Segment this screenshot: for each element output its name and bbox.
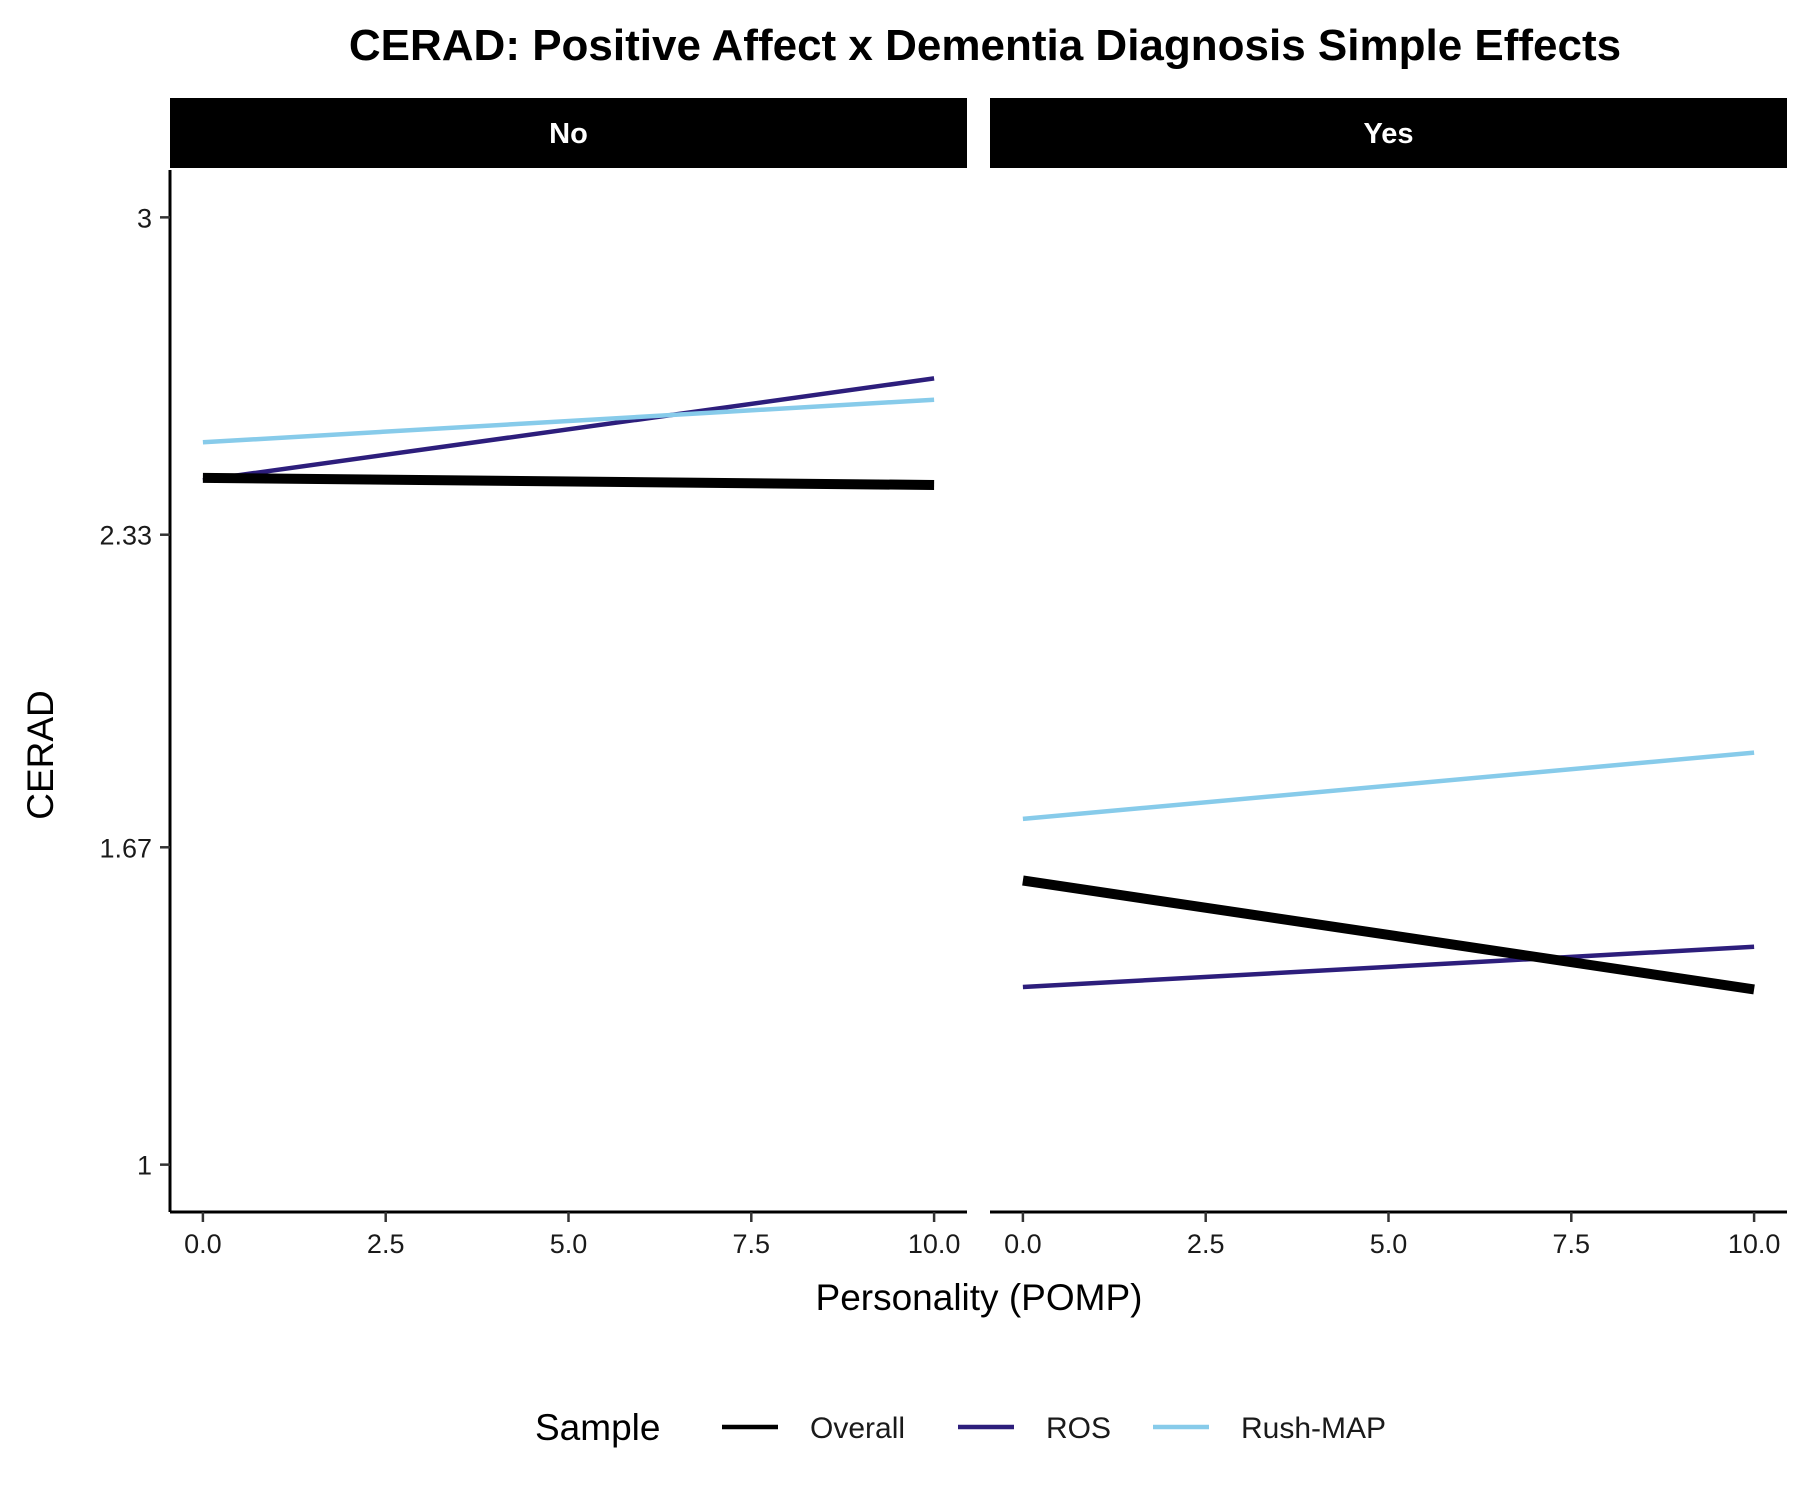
legend: Sample Overall ROS Rush-MAP <box>535 1407 1386 1448</box>
series-line-rush-map-yes <box>1022 750 1755 822</box>
x-tick-label: 2.5 <box>367 1229 405 1259</box>
legend-label-rush-map: Rush-MAP <box>1241 1412 1386 1445</box>
series-line-overall-yes <box>1022 875 1755 995</box>
facet-strip-label-no: No <box>549 118 588 150</box>
facet-strip-yes <box>990 98 1787 168</box>
series-line-ros-yes <box>1022 944 1755 990</box>
series-line-rush-map-no <box>202 397 935 445</box>
panel-no: No 0.0 2.5 5.0 7.5 10.0 1 1.67 2.33 3 <box>99 98 967 1259</box>
x-tick-label: 10.0 <box>908 1229 961 1259</box>
facet-strip-label-yes: Yes <box>1364 118 1414 150</box>
x-tick-label: 0.0 <box>1004 1229 1042 1259</box>
series-line-overall-no <box>202 472 935 490</box>
chart-title: CERAD: Positive Affect x Dementia Diagno… <box>349 21 1621 70</box>
y-tick-label: 1.67 <box>99 833 152 863</box>
x-tick-label: 7.5 <box>733 1229 771 1259</box>
x-tick-label: 5.0 <box>1370 1229 1408 1259</box>
panel-yes: Yes 0.0 2.5 5.0 7.5 10.0 <box>990 98 1787 1259</box>
panels: No 0.0 2.5 5.0 7.5 10.0 1 1.67 2.33 3 Yes 0.0 2.5 5.0… <box>99 98 1787 1259</box>
y-tick-label: 1 <box>137 1151 152 1181</box>
legend-label-overall: Overall <box>810 1412 905 1445</box>
facet-strip-no <box>170 98 967 168</box>
x-tick-label: 10.0 <box>1728 1229 1781 1259</box>
x-tick-label: 2.5 <box>1187 1229 1225 1259</box>
x-tick-label: 0.0 <box>184 1229 222 1259</box>
y-tick-label: 3 <box>137 203 152 233</box>
legend-label-ros: ROS <box>1046 1412 1111 1445</box>
x-tick-label: 7.5 <box>1553 1229 1591 1259</box>
x-tick-label: 5.0 <box>550 1229 588 1259</box>
y-tick-label: 2.33 <box>99 521 152 551</box>
legend-title: Sample <box>535 1407 660 1448</box>
series-line-ros-no <box>202 376 935 483</box>
y-axis-title: CERAD <box>20 690 61 820</box>
x-axis-title: Personality (POMP) <box>816 1277 1143 1318</box>
